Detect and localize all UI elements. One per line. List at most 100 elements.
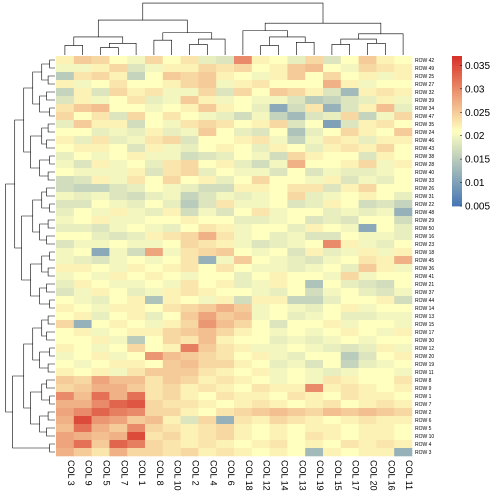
column-dendrogram-branch (264, 22, 382, 34)
heatmap-cell (109, 56, 128, 65)
heatmap-cell (162, 368, 181, 377)
heatmap-cell (109, 72, 128, 81)
heatmap-cell (269, 440, 288, 449)
heatmap-cell (376, 288, 395, 297)
legend-color-step (452, 171, 462, 174)
row-dendrogram-branch (47, 75, 55, 85)
column-dendrogram-branch (142, 2, 324, 24)
heatmap-cell (269, 144, 288, 153)
row-label: ROW 39 (415, 98, 434, 104)
heatmap-cell (216, 224, 235, 233)
heatmap-cell (234, 288, 253, 297)
heatmap-cell (358, 320, 377, 329)
heatmap-cell (305, 336, 324, 345)
heatmap-cell (323, 416, 342, 425)
heatmap-cell (376, 224, 395, 233)
row-dendrogram-branch (41, 319, 49, 337)
heatmap-cell (162, 72, 181, 81)
heatmap-cell (251, 408, 270, 417)
heatmap-cell (198, 256, 217, 265)
heatmap-cell (162, 176, 181, 185)
heatmap-cell (251, 96, 270, 105)
heatmap-cell (91, 224, 110, 233)
heatmap-cell (180, 144, 199, 153)
heatmap-cell (234, 120, 253, 129)
heatmap-cell (234, 280, 253, 289)
heatmap-cell (109, 64, 128, 73)
heatmap-cell (305, 392, 324, 401)
heatmap-cell (394, 328, 413, 337)
heatmap-cell (340, 432, 359, 441)
row-label: ROW 6 (415, 418, 432, 424)
heatmap-cell (216, 360, 235, 369)
heatmap-cell (323, 240, 342, 249)
heatmap-cell (251, 112, 270, 121)
heatmap-cell (269, 328, 288, 337)
row-label: ROW 27 (415, 82, 434, 88)
legend-color-step (452, 78, 462, 82)
heatmap-cell (251, 360, 270, 369)
heatmap-cell (394, 120, 413, 129)
legend-color-step (452, 196, 462, 199)
heatmap-cell (109, 304, 128, 313)
heatmap-cell (127, 336, 146, 345)
heatmap-cell (127, 208, 146, 217)
heatmap-cell (73, 240, 92, 249)
heatmap-cell (56, 336, 75, 345)
heatmap-cell (234, 248, 253, 257)
heatmap-cell (127, 80, 146, 89)
heatmap-cell (358, 176, 377, 185)
row-label: ROW 41 (415, 274, 434, 280)
heatmap-cell (198, 312, 217, 321)
heatmap-cell (145, 104, 164, 113)
row-dendrogram-branch (41, 127, 49, 145)
heatmap-cell (287, 56, 306, 65)
heatmap-cell (180, 128, 199, 137)
column-label: COL 10 (173, 460, 183, 491)
heatmap-cell (305, 88, 324, 97)
heatmap-cell (251, 80, 270, 89)
heatmap-cell (340, 88, 359, 97)
heatmap-cell (198, 64, 217, 73)
heatmap-cell (180, 432, 199, 441)
heatmap-cell (269, 216, 288, 225)
heatmap-cell (305, 152, 324, 161)
row-label: ROW 50 (415, 226, 434, 232)
heatmap-cell (287, 104, 306, 113)
heatmap-cell (216, 248, 235, 257)
heatmap-cell (198, 160, 217, 169)
heatmap-cell (216, 80, 235, 89)
heatmap-cell (73, 336, 92, 345)
heatmap-cell (73, 384, 92, 393)
heatmap-cell (127, 232, 146, 241)
heatmap-cell (251, 304, 270, 313)
heatmap-cell (109, 368, 128, 377)
heatmap-cell (216, 344, 235, 353)
heatmap-cell (198, 320, 217, 329)
legend-color-step (452, 121, 462, 124)
column-label: COL 19 (315, 460, 325, 491)
heatmap-cell (287, 224, 306, 233)
heatmap-cell (234, 168, 253, 177)
column-dendrogram-branch (198, 38, 226, 55)
heatmap-cell (91, 64, 110, 73)
heatmap-cell (162, 184, 181, 193)
row-dendrogram-branch (47, 315, 55, 325)
heatmap-cell (216, 432, 235, 441)
heatmap-cell (198, 56, 217, 65)
column-label: COL 5 (102, 460, 112, 486)
heatmap-cell (73, 408, 92, 417)
heatmap-cell (394, 304, 413, 313)
legend-color-step (452, 111, 462, 114)
heatmap-cell (91, 232, 110, 241)
heatmap-cell (162, 248, 181, 257)
heatmap-cell (305, 136, 324, 145)
row-label: ROW 13 (415, 314, 434, 320)
heatmap-cell (234, 232, 253, 241)
heatmap-cell (287, 432, 306, 441)
heatmap-cell (323, 376, 342, 385)
heatmap-cell (145, 328, 164, 337)
heatmap-cell (394, 392, 413, 401)
heatmap-cell (216, 392, 235, 401)
row-label: ROW 42 (415, 58, 434, 64)
